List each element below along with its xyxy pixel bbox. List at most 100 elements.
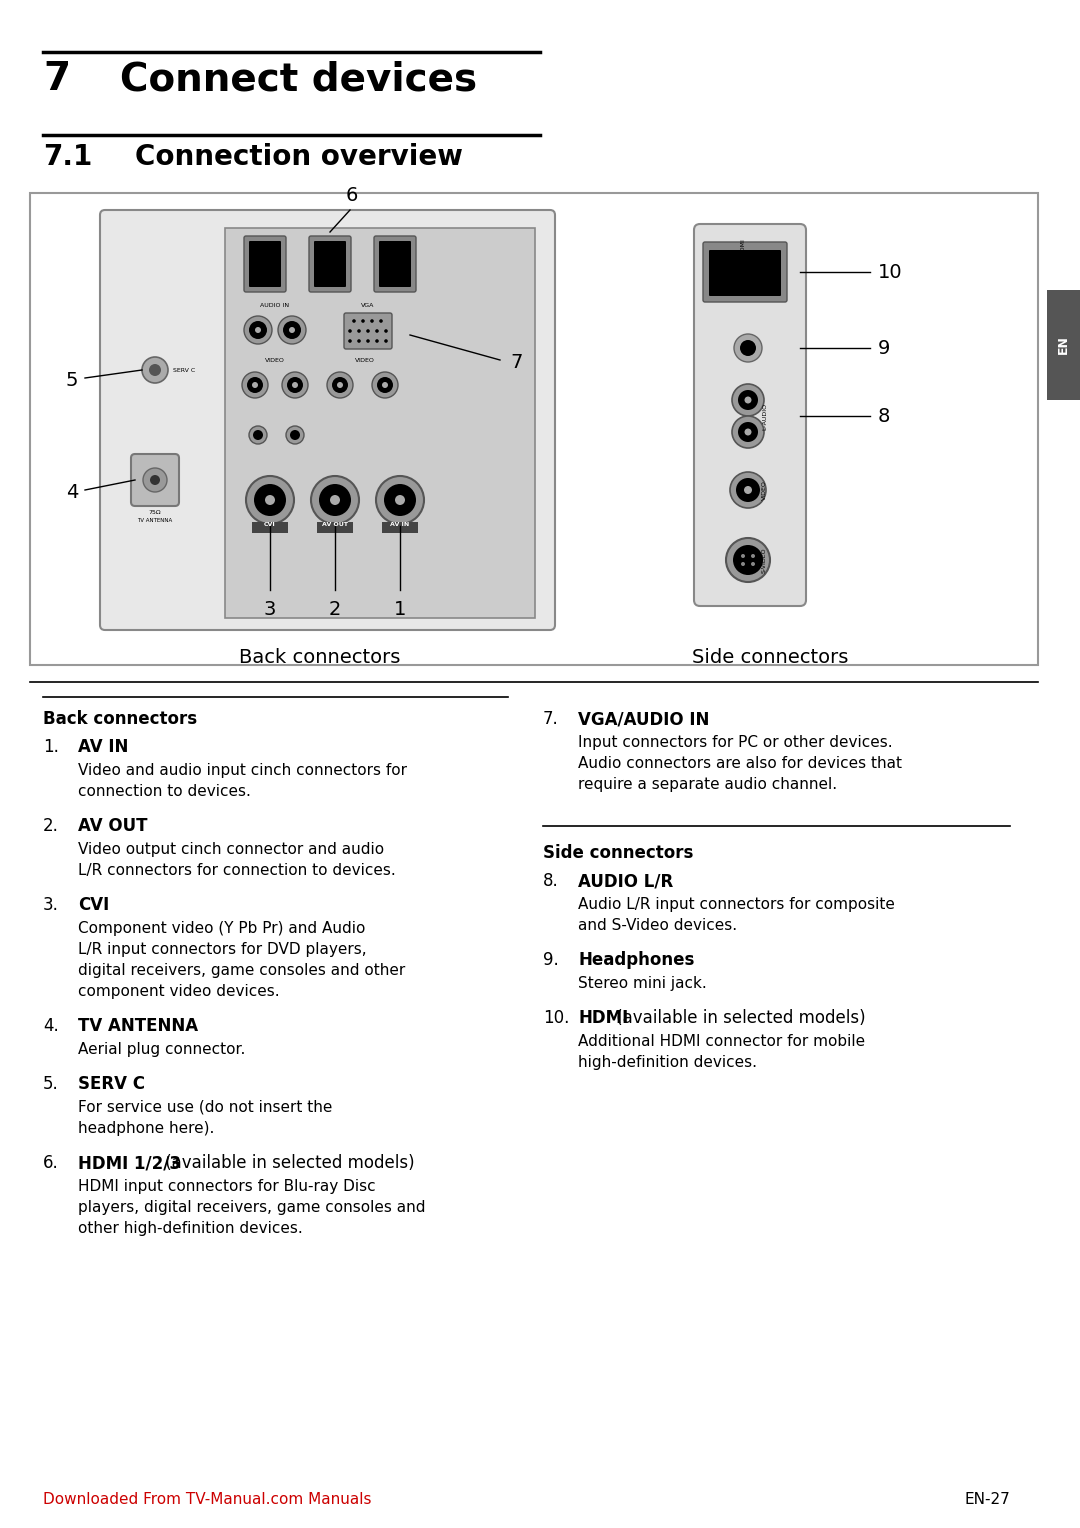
Text: 75Ω: 75Ω [149,510,161,515]
Circle shape [348,329,352,333]
Text: Audio L/R input connectors for composite: Audio L/R input connectors for composite [578,897,895,912]
Circle shape [738,390,758,410]
Text: Back connectors: Back connectors [43,711,198,727]
Circle shape [372,371,399,397]
Circle shape [247,377,264,393]
Text: 10: 10 [878,263,903,281]
Text: HDMI 3: HDMI 3 [383,248,406,254]
FancyBboxPatch shape [345,313,392,348]
Text: VIDEO: VIDEO [265,358,285,364]
Text: Component video (Y Pb Pr) and Audio: Component video (Y Pb Pr) and Audio [78,921,365,937]
Circle shape [379,319,382,322]
Circle shape [330,495,340,504]
Text: 3: 3 [264,601,276,619]
Circle shape [384,339,388,342]
Text: 7: 7 [43,60,70,98]
Circle shape [249,321,267,339]
FancyBboxPatch shape [374,235,416,292]
Text: HDMI 1: HDMI 1 [254,248,276,254]
Text: 2.: 2. [43,817,59,834]
Text: SERV C: SERV C [173,368,195,373]
Text: CVI: CVI [265,523,275,527]
Text: AV IN: AV IN [78,738,129,756]
Circle shape [375,339,379,342]
FancyBboxPatch shape [314,241,346,287]
Circle shape [738,422,758,442]
Text: other high-definition devices.: other high-definition devices. [78,1221,302,1236]
Text: 9.: 9. [543,950,558,969]
Circle shape [278,316,306,344]
Bar [382,523,418,533]
Text: high-definition devices.: high-definition devices. [578,1054,757,1070]
Text: AV OUT: AV OUT [322,523,348,527]
Circle shape [242,371,268,397]
Circle shape [253,429,264,440]
Circle shape [734,335,762,362]
Circle shape [732,384,764,416]
Text: Video and audio input cinch connectors for: Video and audio input cinch connectors f… [78,762,407,778]
Circle shape [741,562,745,565]
Text: AV IN: AV IN [390,523,409,527]
Circle shape [744,428,752,435]
Text: 6: 6 [346,186,359,205]
Text: (available in selected models): (available in selected models) [611,1008,865,1027]
Bar [1047,290,1080,400]
Text: S-VIDEO: S-VIDEO [762,547,767,573]
Circle shape [254,484,286,516]
Circle shape [730,472,766,507]
FancyBboxPatch shape [244,235,286,292]
Circle shape [741,555,745,558]
Text: connection to devices.: connection to devices. [78,784,251,799]
Text: VGA/AUDIO IN: VGA/AUDIO IN [578,711,710,727]
Text: 1.: 1. [43,738,59,756]
FancyBboxPatch shape [249,241,281,287]
Text: Headphones: Headphones [578,950,694,969]
Circle shape [370,319,374,322]
Text: 7.: 7. [543,711,558,727]
Text: HDMI input connectors for Blu-ray Disc: HDMI input connectors for Blu-ray Disc [78,1180,376,1193]
Text: CVI: CVI [78,895,109,914]
Circle shape [726,538,770,582]
Circle shape [149,364,161,376]
Circle shape [255,327,261,333]
Text: EN-27: EN-27 [964,1491,1010,1507]
FancyBboxPatch shape [131,454,179,506]
Circle shape [366,339,369,342]
Text: Additional HDMI connector for mobile: Additional HDMI connector for mobile [578,1034,865,1050]
Text: 5: 5 [66,370,78,390]
Circle shape [384,484,416,516]
Text: and S-Video devices.: and S-Video devices. [578,918,738,934]
Circle shape [282,371,308,397]
Text: 5.: 5. [43,1076,58,1093]
Circle shape [292,382,298,388]
Text: SERV C: SERV C [78,1076,145,1093]
Circle shape [384,329,388,333]
Circle shape [291,429,300,440]
Circle shape [337,382,343,388]
FancyBboxPatch shape [703,241,787,303]
FancyBboxPatch shape [708,251,781,296]
Circle shape [287,377,303,393]
Text: AUDIO IN: AUDIO IN [260,303,289,309]
Text: HDMI 1/2/3: HDMI 1/2/3 [78,1154,181,1172]
Circle shape [244,316,272,344]
Text: 1: 1 [394,601,406,619]
Circle shape [744,396,752,403]
Circle shape [361,319,365,322]
Circle shape [289,327,295,333]
Bar [318,523,353,533]
Circle shape [265,495,275,504]
Text: L/R input connectors for DVD players,: L/R input connectors for DVD players, [78,941,366,957]
Text: 8: 8 [878,406,890,425]
Text: TV ANTENNA: TV ANTENNA [137,518,173,523]
Text: Connect devices: Connect devices [120,60,477,98]
Text: Aerial plug connector.: Aerial plug connector. [78,1042,245,1057]
Text: 4: 4 [66,483,78,501]
Circle shape [141,358,168,384]
Text: AUDIO L/R: AUDIO L/R [578,872,673,889]
Text: headphone here).: headphone here). [78,1122,214,1135]
Text: L–AUDIO: L–AUDIO [762,402,767,429]
Text: VIDEO: VIDEO [355,358,375,364]
Text: 7: 7 [510,353,523,371]
Circle shape [150,475,160,484]
